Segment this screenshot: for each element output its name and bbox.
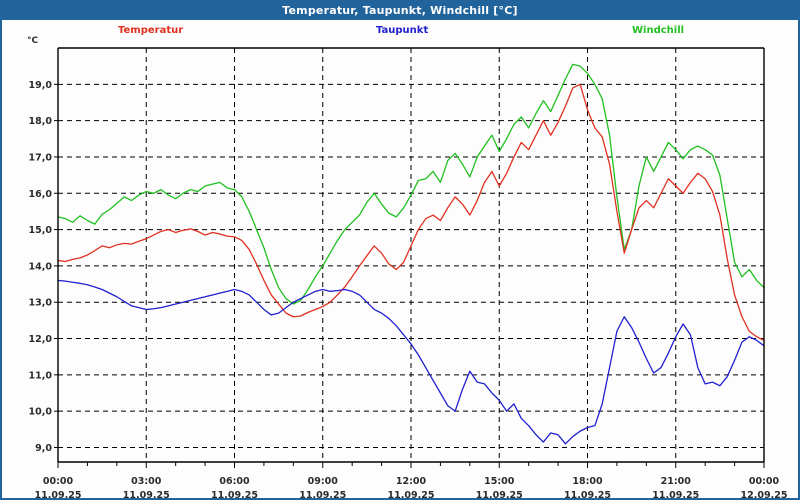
x-axis-time-label: 00:00 <box>43 476 74 487</box>
x-axis-date-label: 11.09.25 <box>35 490 82 498</box>
plot-svg: 19,0 18,0 17,0 16,0 15,0 14,0 13,0 12,0 11,0 10,0… <box>29 47 788 498</box>
y-axis-tick-label: 18,0 <box>29 116 53 127</box>
vertical-gridlines <box>145 48 677 462</box>
axis-frame <box>57 47 765 463</box>
chart-canvas: Temperatur Taupunkt Windchill °C 19,0 18,… <box>2 20 798 498</box>
x-axis-time-label: 00:00 <box>749 476 780 487</box>
series-line-taupunkt <box>57 279 765 445</box>
y-axis-tick-label: 17,0 <box>29 152 53 163</box>
y-axis-tick-label: 13,0 <box>29 298 53 309</box>
x-axis-time-label: 18:00 <box>572 476 603 487</box>
x-axis-time-label: 03:00 <box>131 476 162 487</box>
x-axis-date-label: 11.09.25 <box>652 490 699 498</box>
x-axis-time-label: 15:00 <box>484 476 515 487</box>
x-axis-tick-labels: 00:00 11.09.25 03:00 11.09.25 06:00 11.09.25 0… <box>35 476 788 498</box>
legend-item-taupunkt[interactable]: Taupunkt <box>376 25 429 36</box>
x-axis-time-label: 09:00 <box>308 476 339 487</box>
legend-item-windchill[interactable]: Windchill <box>632 25 685 36</box>
y-axis-tick-labels: 19,0 18,0 17,0 16,0 15,0 14,0 13,0 12,0 11,0 10,0… <box>29 80 58 454</box>
y-axis-tick-label: 14,0 <box>29 261 53 272</box>
legend-item-temperatur[interactable]: Temperatur <box>118 25 184 36</box>
y-axis-unit-label: °C <box>27 36 39 46</box>
x-axis-date-label: 12.09.25 <box>741 490 788 498</box>
y-axis-tick-label: 9,0 <box>35 443 52 454</box>
data-series-group <box>57 63 765 445</box>
series-line-temperatur <box>57 83 765 341</box>
x-axis-date-label: 11.09.25 <box>564 490 611 498</box>
x-axis-time-label: 12:00 <box>396 476 427 487</box>
x-axis-time-label: 21:00 <box>661 476 692 487</box>
y-axis-tick-label: 15,0 <box>29 225 53 236</box>
x-axis-date-label: 11.09.25 <box>211 490 258 498</box>
y-axis-tick-label: 12,0 <box>29 334 53 345</box>
series-line-windchill <box>57 63 765 305</box>
x-axis-time-label: 06:00 <box>219 476 250 487</box>
y-axis-tick-label: 19,0 <box>29 80 53 91</box>
y-axis-tick-label: 10,0 <box>29 407 53 418</box>
y-axis-tick-label: 11,0 <box>29 370 53 381</box>
y-axis-tick-label: 16,0 <box>29 189 53 200</box>
x-axis-tick-marks <box>57 462 765 468</box>
x-axis-date-label: 11.09.25 <box>299 490 346 498</box>
plot-area: 19,0 18,0 17,0 16,0 15,0 14,0 13,0 12,0 11,0 10,0… <box>2 20 798 498</box>
x-axis-date-label: 11.09.25 <box>388 490 435 498</box>
window-title: Temperatur, Taupunkt, Windchill [°C] <box>282 3 518 17</box>
x-axis-date-label: 11.09.25 <box>123 490 170 498</box>
x-axis-date-label: 11.09.25 <box>476 490 523 498</box>
window-title-bar: Temperatur, Taupunkt, Windchill [°C] <box>0 0 800 20</box>
